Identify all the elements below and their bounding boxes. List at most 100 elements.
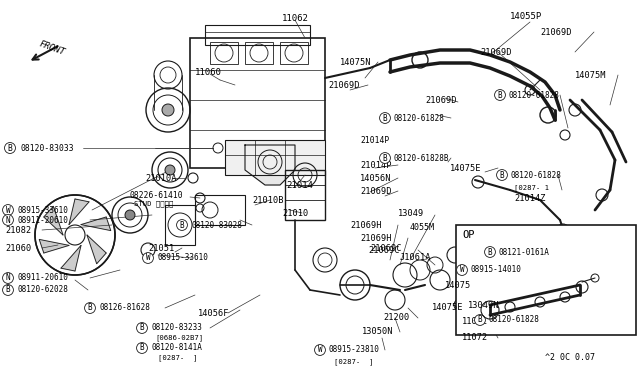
Text: 4055M: 4055M <box>410 222 435 231</box>
Text: B: B <box>180 221 184 230</box>
Text: 21069C: 21069C <box>368 246 399 254</box>
Text: 11072: 11072 <box>462 334 488 343</box>
Text: 14075: 14075 <box>445 280 471 289</box>
Text: B: B <box>140 324 144 333</box>
Circle shape <box>162 104 174 116</box>
Text: 21010B: 21010B <box>252 196 284 205</box>
Text: 08120-62028: 08120-62028 <box>17 285 68 295</box>
Text: 08915-33610: 08915-33610 <box>17 205 68 215</box>
Text: 21069D: 21069D <box>480 48 511 57</box>
Text: [0686-02B7]: [0686-02B7] <box>155 335 203 341</box>
Text: [0287-  ]: [0287- ] <box>334 359 373 365</box>
Text: 1106l: 1106l <box>462 317 488 327</box>
Text: FRONT: FRONT <box>38 39 67 57</box>
Text: 14075E: 14075E <box>432 304 463 312</box>
Text: 14075M: 14075M <box>575 71 607 80</box>
Polygon shape <box>245 145 295 185</box>
Text: J1061A: J1061A <box>400 253 431 263</box>
Text: 14056F: 14056F <box>198 308 230 317</box>
Text: 08120-61828: 08120-61828 <box>509 90 560 99</box>
Text: 21069C: 21069C <box>370 244 401 253</box>
Text: 21014Z: 21014Z <box>514 193 545 202</box>
Text: 08120-83028: 08120-83028 <box>191 221 242 230</box>
Text: B: B <box>383 154 387 163</box>
Text: B: B <box>140 343 144 353</box>
Text: 11060: 11060 <box>195 67 222 77</box>
Text: W: W <box>460 266 464 275</box>
Text: 14056N: 14056N <box>360 173 392 183</box>
Bar <box>456 225 636 335</box>
Text: 21010: 21010 <box>282 208 308 218</box>
Text: N: N <box>6 273 10 282</box>
Text: 21200: 21200 <box>383 314 409 323</box>
Text: B: B <box>498 90 502 99</box>
Text: B: B <box>6 285 10 295</box>
Text: 08120-83233: 08120-83233 <box>151 324 202 333</box>
Text: 21010A: 21010A <box>145 173 177 183</box>
Bar <box>245 42 273 64</box>
Text: W: W <box>6 205 10 215</box>
Text: B: B <box>8 144 12 153</box>
Polygon shape <box>44 206 63 235</box>
Polygon shape <box>61 246 81 271</box>
Text: 08126-81628: 08126-81628 <box>99 304 150 312</box>
Text: [0287- 1: [0287- 1 <box>514 185 549 191</box>
Text: 08911-20610: 08911-20610 <box>17 273 68 282</box>
Text: 21051: 21051 <box>148 244 174 253</box>
Circle shape <box>125 210 135 220</box>
Text: 11062: 11062 <box>282 13 309 22</box>
Polygon shape <box>87 235 106 264</box>
Text: 14075N: 14075N <box>340 58 371 67</box>
Text: 08120-83033: 08120-83033 <box>20 144 74 153</box>
Text: 08120-61828B: 08120-61828B <box>394 154 449 163</box>
Bar <box>210 42 238 64</box>
Bar <box>165 205 195 245</box>
Text: 21069D: 21069D <box>328 80 360 90</box>
Text: B: B <box>477 315 483 324</box>
Text: N: N <box>6 215 10 224</box>
Text: 21069H: 21069H <box>360 234 392 243</box>
Bar <box>205 25 310 45</box>
Text: 21014P: 21014P <box>360 160 392 170</box>
Text: 21069D: 21069D <box>540 28 572 36</box>
Text: 08120-61828: 08120-61828 <box>489 315 540 324</box>
Text: 21014P: 21014P <box>360 135 389 144</box>
Text: OP: OP <box>462 230 474 240</box>
Text: W: W <box>146 253 150 263</box>
Text: B: B <box>488 247 492 257</box>
Text: 08915-14010: 08915-14010 <box>471 266 522 275</box>
Text: 21069D: 21069D <box>360 186 392 196</box>
Text: W: W <box>317 346 323 355</box>
Text: 08121-0161A: 08121-0161A <box>499 247 550 257</box>
Bar <box>190 38 325 168</box>
Polygon shape <box>69 199 89 225</box>
Text: 13049: 13049 <box>398 208 424 218</box>
Text: 14055P: 14055P <box>510 12 542 20</box>
Text: 14075E: 14075E <box>450 164 481 173</box>
Text: B: B <box>500 170 504 180</box>
Text: 08120-8141A: 08120-8141A <box>151 343 202 353</box>
Text: 08915-33610: 08915-33610 <box>157 253 208 263</box>
Text: 08915-23810: 08915-23810 <box>329 346 380 355</box>
Polygon shape <box>39 240 69 253</box>
Text: 21014: 21014 <box>286 180 313 189</box>
Text: 13050N: 13050N <box>362 327 394 337</box>
Polygon shape <box>81 217 111 231</box>
Text: 21069H: 21069H <box>350 221 381 230</box>
Text: 08226-61410: 08226-61410 <box>130 190 184 199</box>
Text: 21060: 21060 <box>5 244 31 253</box>
Text: [0287-  ]: [0287- ] <box>158 355 197 361</box>
Bar <box>195 195 245 225</box>
Bar <box>285 170 325 220</box>
Text: 21082: 21082 <box>5 225 31 234</box>
Text: B: B <box>88 304 92 312</box>
Text: ^2 0C 0.07: ^2 0C 0.07 <box>545 353 595 362</box>
Circle shape <box>165 165 175 175</box>
Bar <box>280 42 308 64</box>
Text: 08120-61828: 08120-61828 <box>511 170 562 180</box>
Text: B: B <box>383 113 387 122</box>
Text: STUD スタッド: STUD スタッド <box>134 201 173 207</box>
Text: 08120-61828: 08120-61828 <box>394 113 445 122</box>
Text: 13049N: 13049N <box>468 301 499 310</box>
Text: 21069D: 21069D <box>425 96 456 105</box>
